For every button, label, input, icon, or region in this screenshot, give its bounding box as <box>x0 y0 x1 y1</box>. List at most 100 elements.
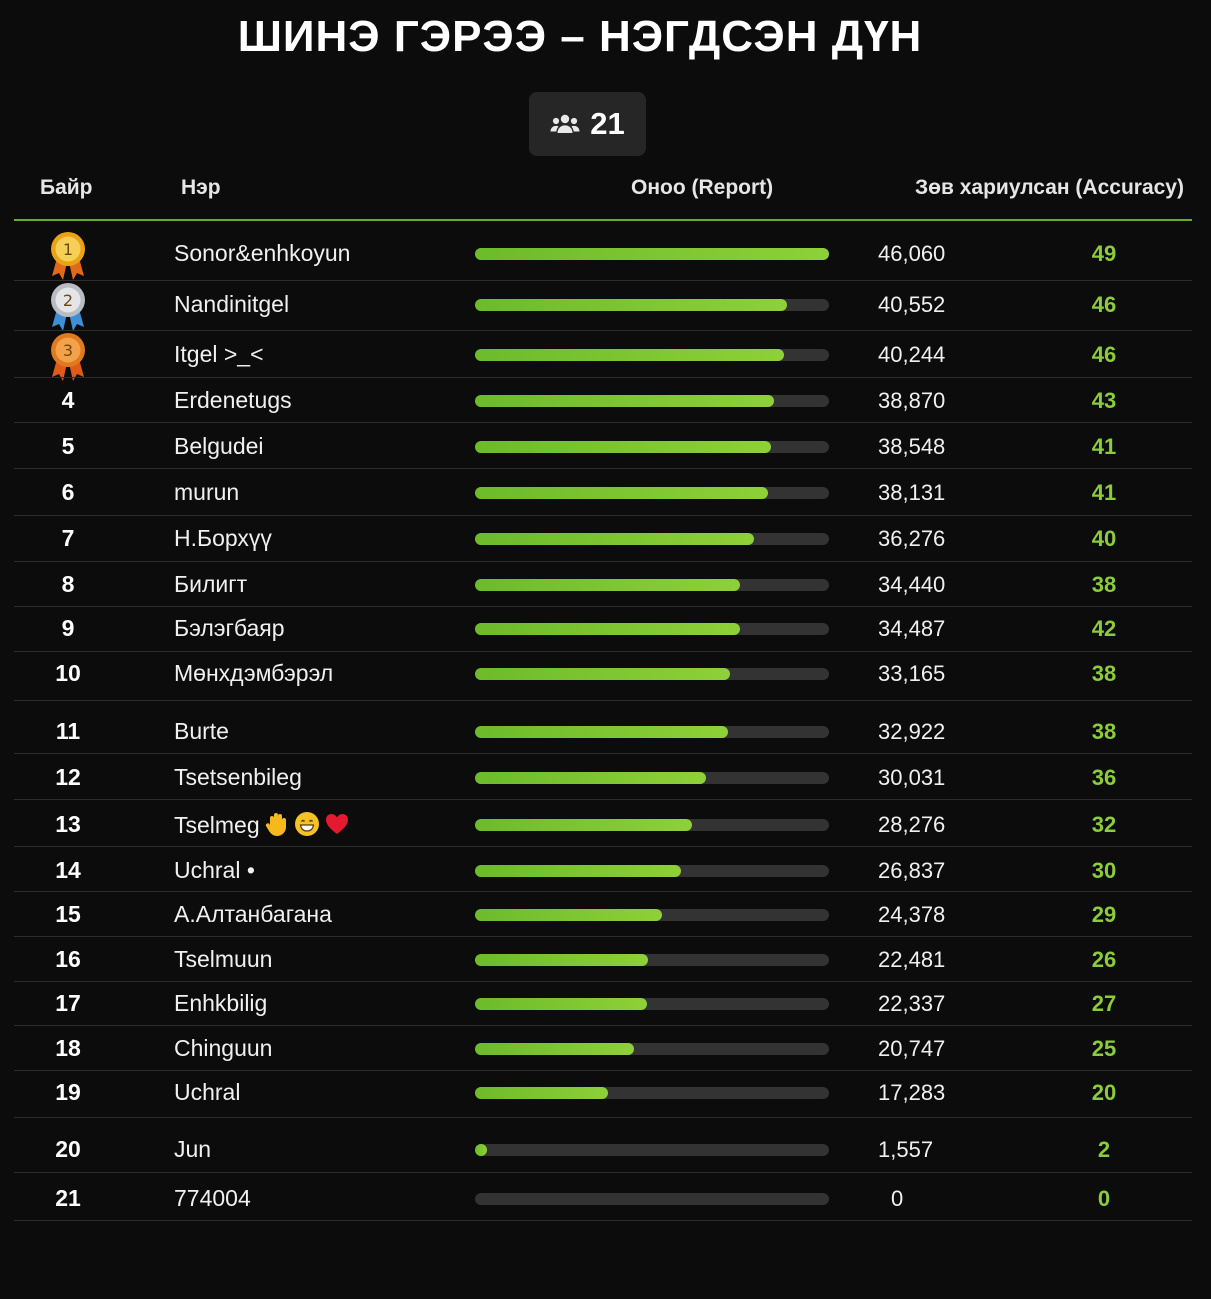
score-bar-track <box>475 998 829 1010</box>
accuracy-value: 36 <box>1091 765 1117 790</box>
row-divider <box>14 846 1192 847</box>
accuracy-value: 27 <box>1091 991 1117 1016</box>
row-divider <box>14 799 1192 800</box>
player-name: Itgel >_< <box>174 341 264 367</box>
score-value: 20,747 <box>878 1036 946 1061</box>
rank-number: 14 <box>55 857 81 883</box>
score-bar-track <box>475 441 829 453</box>
rank-number: 20 <box>55 1136 81 1162</box>
score-bar-track <box>475 772 829 784</box>
header-divider <box>14 219 1192 221</box>
player-name: Мөнхдэмбэрэл <box>174 660 334 686</box>
header-score: Оноо (Report) <box>631 176 774 199</box>
score-value: 24,378 <box>878 902 946 927</box>
player-name: Uchral • <box>174 857 255 883</box>
player-name: Jun <box>174 1136 212 1162</box>
accuracy-value: 41 <box>1091 434 1117 459</box>
score-value: 40,244 <box>878 342 946 367</box>
table-row: 10 Мөнхдэмбэрэл 33,165 38 <box>0 641 1211 701</box>
rank-number: 6 <box>61 479 75 505</box>
rank-number: 8 <box>61 571 75 597</box>
row-divider <box>14 561 1192 562</box>
score-bar-fill <box>475 772 706 784</box>
rank-number: 16 <box>55 946 81 972</box>
accuracy-value: 38 <box>1091 719 1117 744</box>
rank-number: 7 <box>61 525 75 551</box>
accuracy-value: 30 <box>1091 858 1117 883</box>
participant-count-badge: 21 <box>529 92 646 156</box>
table-row: 5 Belgudei 38,548 41 <box>0 409 1211 469</box>
score-value: 38,870 <box>878 388 946 413</box>
table-row: 16 Tselmuun 22,481 26 <box>0 922 1211 982</box>
score-value: 32,922 <box>878 719 946 744</box>
rank-number: 4 <box>61 387 75 413</box>
score-value: 22,481 <box>878 947 946 972</box>
red-heart-icon <box>324 811 350 843</box>
score-value: 1,557 <box>878 1137 934 1162</box>
rank-number: 10 <box>55 660 81 686</box>
table-row: 6 murun 38,131 41 <box>0 456 1211 516</box>
rank-number: 19 <box>55 1079 81 1105</box>
svg-text:1: 1 <box>63 240 73 259</box>
score-value: 36,276 <box>878 526 946 551</box>
accuracy-value: 38 <box>1091 572 1117 597</box>
row-divider <box>14 515 1192 516</box>
accuracy-value: 25 <box>1091 1036 1117 1061</box>
player-name: Tsetsenbileg <box>174 764 302 790</box>
accuracy-value: 2 <box>1097 1137 1111 1162</box>
row-divider <box>14 1220 1192 1221</box>
score-bar-fill <box>475 623 741 635</box>
table-row: 4 Erdenetugs 38,870 43 <box>0 363 1211 423</box>
score-bar-track <box>475 487 829 499</box>
row-divider <box>14 280 1192 281</box>
player-name: А.Алтанбагана <box>174 901 332 927</box>
score-bar-fill <box>475 1043 635 1055</box>
score-value: 30,031 <box>878 765 946 790</box>
score-value: 17,283 <box>878 1080 946 1105</box>
row-divider <box>14 753 1192 754</box>
header-name: Нэр <box>181 176 221 199</box>
accuracy-value: 26 <box>1091 947 1117 972</box>
score-bar-fill <box>475 487 769 499</box>
row-divider <box>14 1070 1192 1071</box>
score-bar-fill <box>475 395 774 407</box>
accuracy-value: 46 <box>1091 292 1117 317</box>
score-bar-fill <box>475 1087 608 1099</box>
score-bar-fill <box>475 533 754 545</box>
player-name: Билигт <box>174 571 248 597</box>
score-bar-fill <box>475 299 787 311</box>
score-bar-fill <box>475 954 648 966</box>
row-divider <box>14 891 1192 892</box>
table-row: 20 Jun 1,557 2 <box>0 1113 1211 1173</box>
player-name: Burte <box>174 718 229 744</box>
player-name: Uchral <box>174 1079 241 1105</box>
score-bar-track <box>475 623 829 635</box>
table-row: 8 Билигт 34,440 38 <box>0 547 1211 607</box>
player-name: Enhkbilig <box>174 990 268 1016</box>
score-bar-track <box>475 909 829 921</box>
accuracy-value: 20 <box>1091 1080 1117 1105</box>
rank-number: 13 <box>55 811 81 837</box>
score-value: 38,131 <box>878 480 946 505</box>
score-value: 34,440 <box>878 572 946 597</box>
row-divider <box>14 936 1192 937</box>
table-row: 15 А.Алтанбагана 24,378 29 <box>0 877 1211 937</box>
score-value: 26,837 <box>878 858 946 883</box>
rank-number: 9 <box>61 615 75 641</box>
player-name: Chinguun <box>174 1035 273 1061</box>
score-bar-track <box>475 299 829 311</box>
score-bar-fill <box>475 441 772 453</box>
score-value: 38,548 <box>878 434 946 459</box>
player-name: Sonor&enhkoyun <box>174 240 351 266</box>
accuracy-value: 32 <box>1091 812 1117 837</box>
rank-number: 18 <box>55 1035 81 1061</box>
score-bar-track <box>475 1193 829 1205</box>
score-bar-track <box>475 954 829 966</box>
table-row: 19 Uchral 17,283 20 <box>0 1058 1211 1118</box>
player-name: Belgudei <box>174 433 264 459</box>
score-value: 28,276 <box>878 812 946 837</box>
svg-text:3: 3 <box>63 341 73 360</box>
score-bar-fill <box>475 668 730 680</box>
score-value: 34,487 <box>878 616 946 641</box>
raised-hand-icon <box>264 811 290 843</box>
